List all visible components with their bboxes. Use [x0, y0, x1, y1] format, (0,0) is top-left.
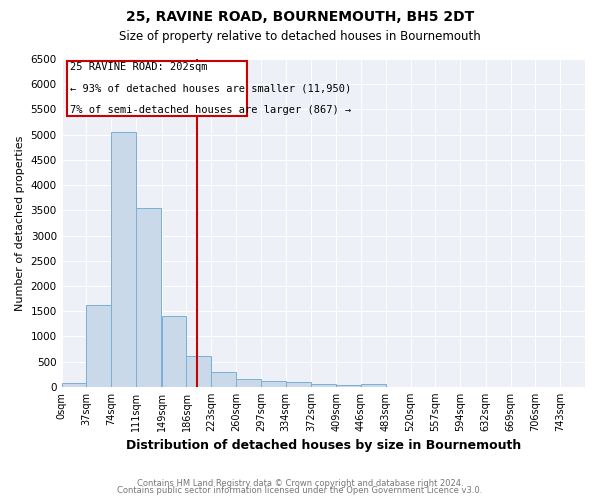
Bar [136, 208, 161, 387]
Bar [211, 372, 236, 387]
Text: ← 93% of detached houses are smaller (11,950): ← 93% of detached houses are smaller (11… [70, 84, 351, 94]
Bar [236, 378, 261, 387]
Bar [161, 316, 187, 387]
Text: Contains public sector information licensed under the Open Government Licence v3: Contains public sector information licen… [118, 486, 482, 495]
Bar [361, 384, 386, 387]
Bar [86, 305, 112, 387]
Bar [336, 384, 361, 387]
Text: Contains HM Land Registry data © Crown copyright and database right 2024.: Contains HM Land Registry data © Crown c… [137, 478, 463, 488]
Text: Size of property relative to detached houses in Bournemouth: Size of property relative to detached ho… [119, 30, 481, 43]
Bar [62, 383, 86, 387]
Bar [187, 356, 211, 387]
Bar [286, 382, 311, 387]
Y-axis label: Number of detached properties: Number of detached properties [15, 135, 25, 310]
FancyBboxPatch shape [67, 60, 247, 116]
Bar [261, 381, 286, 387]
Text: 7% of semi-detached houses are larger (867) →: 7% of semi-detached houses are larger (8… [70, 105, 351, 115]
X-axis label: Distribution of detached houses by size in Bournemouth: Distribution of detached houses by size … [126, 440, 521, 452]
Text: 25 RAVINE ROAD: 202sqm: 25 RAVINE ROAD: 202sqm [70, 62, 207, 72]
Text: 25, RAVINE ROAD, BOURNEMOUTH, BH5 2DT: 25, RAVINE ROAD, BOURNEMOUTH, BH5 2DT [126, 10, 474, 24]
Bar [311, 384, 336, 387]
Bar [112, 132, 136, 387]
